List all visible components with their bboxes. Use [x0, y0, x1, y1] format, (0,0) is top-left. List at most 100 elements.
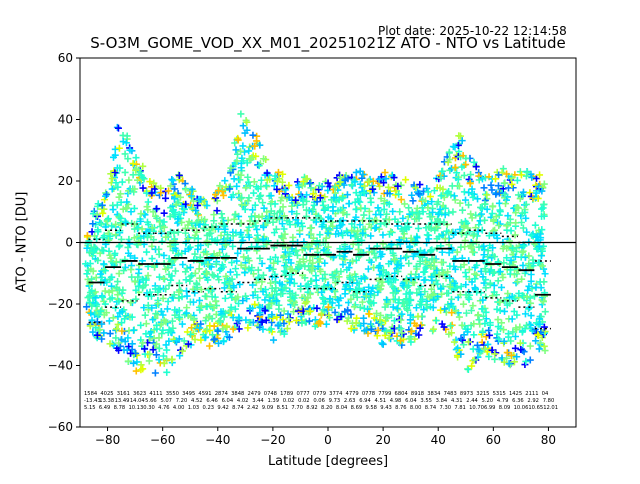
scatter-point: [457, 335, 465, 343]
scatter-point: [527, 299, 535, 307]
scatter-point: [394, 261, 402, 269]
scatter-point: [160, 359, 168, 367]
scatter-point: [234, 249, 242, 257]
scatter-point: [183, 264, 191, 272]
scatter-point: [210, 336, 218, 344]
scatter-point: [312, 272, 320, 280]
scatter-point: [376, 271, 384, 279]
bin-stat-value: 1584: [84, 391, 98, 397]
scatter-point: [292, 196, 300, 204]
scatter-point: [247, 266, 255, 274]
bin-stat-value: 04: [542, 391, 549, 397]
bin-stat-value: 8.04: [336, 405, 348, 411]
scatter-point: [430, 296, 438, 304]
scatter-point: [413, 234, 421, 242]
scatter-point: [518, 328, 526, 336]
scatter-point: [462, 154, 470, 162]
scatter-point: [360, 189, 368, 197]
bin-stat-value: 10.65: [528, 405, 543, 411]
bin-stat-value: 3161: [117, 391, 130, 397]
scatter-point: [358, 174, 366, 182]
scatter-point: [304, 294, 312, 302]
scatter-point: [196, 253, 204, 261]
scatter-point: [256, 309, 264, 317]
scatter-point: [259, 271, 267, 279]
scatter-point: [360, 211, 368, 219]
scatter-point: [391, 289, 399, 297]
scatter-point: [202, 333, 210, 341]
scatter-point: [148, 255, 156, 263]
scatter-point: [250, 178, 258, 186]
scatter-point: [188, 185, 196, 193]
scatter-point: [460, 223, 468, 231]
scatter-point: [115, 286, 123, 294]
scatter-point: [415, 190, 423, 198]
scatter-point: [367, 258, 375, 266]
scatter-point: [142, 228, 150, 236]
scatter-point: [131, 278, 139, 286]
scatter-point: [331, 189, 339, 197]
scatter-point: [494, 277, 502, 285]
scatter-point: [287, 275, 295, 283]
scatter-point: [210, 304, 218, 312]
scatter-point: [513, 353, 521, 361]
scatter-point: [112, 304, 120, 312]
scatter-point: [237, 229, 245, 237]
scatter-point: [288, 245, 296, 253]
scatter-point: [318, 223, 326, 231]
scatter-point: [501, 179, 509, 187]
scatter-point: [168, 272, 176, 280]
scatter-point: [504, 220, 512, 228]
scatter-point: [356, 303, 364, 311]
scatter-point: [111, 169, 119, 177]
scatter-point: [540, 278, 548, 286]
scatter-point: [296, 258, 304, 266]
bin-stat-value: 8.00: [410, 405, 422, 411]
bin-stat-value: 8.69: [351, 405, 363, 411]
scatter-point: [178, 218, 186, 226]
scatter-point: [390, 255, 398, 263]
scatter-point: [503, 222, 511, 230]
bin-stat-value: 8.74: [425, 405, 437, 411]
scatter-point: [213, 207, 221, 215]
scatter-point: [322, 224, 330, 232]
scatter-point: [141, 211, 149, 219]
scatter-point: [412, 238, 420, 246]
scatter-point: [470, 158, 478, 166]
scatter-point: [485, 326, 493, 334]
scatter-point: [203, 250, 211, 258]
scatter-point: [482, 308, 490, 316]
scatter-point: [133, 358, 141, 366]
scatter-point: [100, 329, 108, 337]
scatter-point: [475, 316, 483, 324]
scatter-point: [196, 274, 204, 282]
scatter-point: [405, 282, 413, 290]
scatter-point: [244, 254, 252, 262]
scatter-point: [184, 235, 192, 243]
scatter-point: [531, 325, 539, 333]
scatter-point: [194, 235, 202, 243]
bin-stat-value: 2.44: [466, 398, 478, 404]
scatter-point: [261, 296, 269, 304]
scatter-point: [379, 340, 387, 348]
scatter-point: [155, 344, 163, 352]
scatter-point: [468, 185, 476, 193]
scatter-point: [428, 198, 436, 206]
scatter-point: [280, 307, 288, 315]
scatter-point: [441, 235, 449, 243]
bin-stat-value: 6.46: [206, 398, 218, 404]
scatter-point: [347, 295, 355, 303]
bin-stat-value: 2479: [247, 391, 260, 397]
scatter-point: [245, 147, 253, 155]
scatter-point: [538, 262, 546, 270]
scatter-point: [201, 216, 209, 224]
scatter-point: [175, 210, 183, 218]
scatter-point: [298, 222, 306, 230]
scatter-point: [240, 253, 248, 261]
bin-stat-value: 5.07: [160, 398, 172, 404]
scatter-point: [469, 248, 477, 256]
scatter-point: [154, 300, 162, 308]
scatter-point: [412, 184, 420, 192]
scatter-point: [162, 194, 170, 202]
scatter-point: [124, 357, 132, 365]
